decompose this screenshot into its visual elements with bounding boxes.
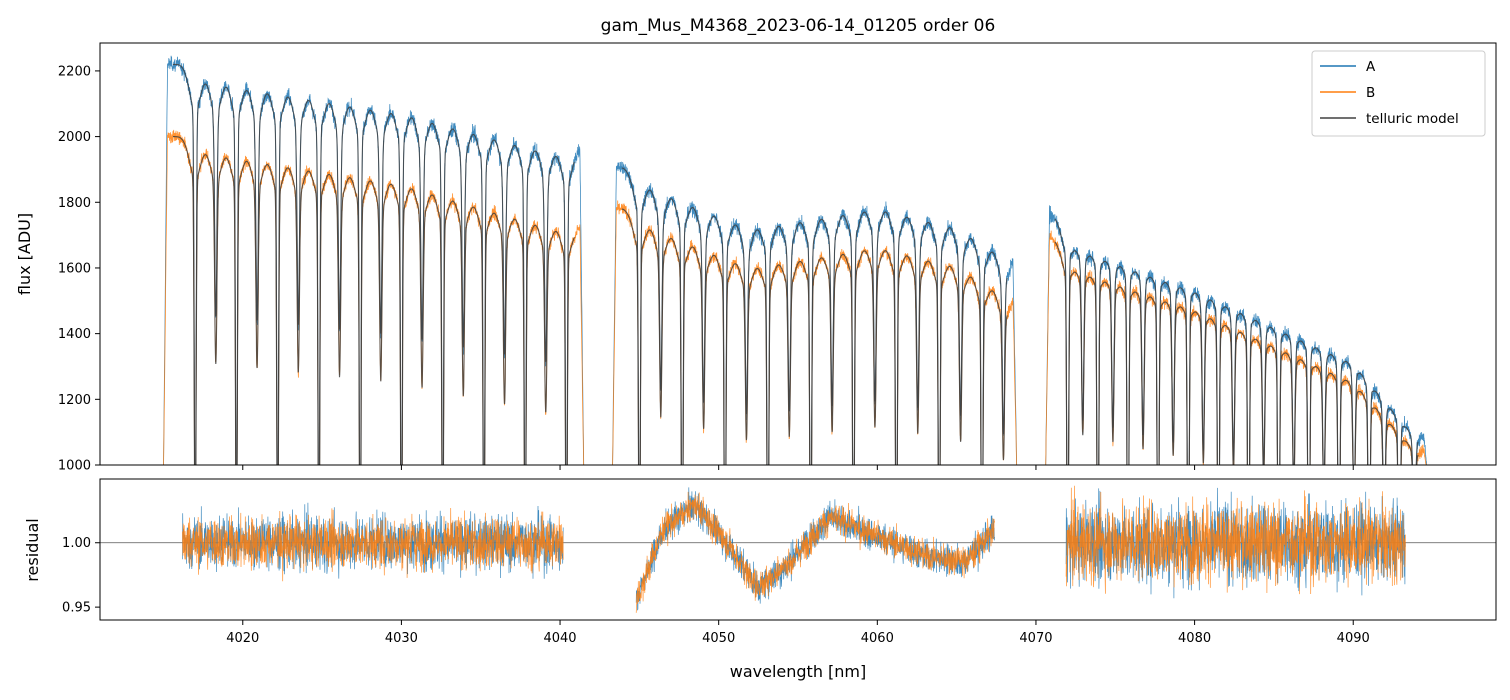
flux-y-tick-label: 2000 <box>58 130 91 145</box>
flux-y-tick-label: 1400 <box>58 327 91 342</box>
flux-y-tick-label: 1200 <box>58 393 91 408</box>
wavelength-tick-label: 4070 <box>1019 631 1052 646</box>
flux-axis-ticks: 1000 1200 1400 1600 1800 2000 2200 <box>58 64 1354 474</box>
wavelength-tick-label: 4030 <box>385 631 418 646</box>
legend-box <box>1311 50 1486 137</box>
residual-axis-ticks: 4020 4030 4040 4050 4060 4070 4080 4090 0.95 1.00 <box>62 536 1370 646</box>
residual-y-tick-label: 0.95 <box>62 601 91 616</box>
wavelength-tick-label: 4050 <box>702 631 735 646</box>
residual-y-tick-label: 1.00 <box>62 536 91 551</box>
telluric-model-a-line <box>621 167 1008 465</box>
wavelength-axis-label: wavelength [nm] <box>730 662 867 681</box>
residual-axes-frame <box>99 478 1497 621</box>
flux-y-tick-label: 1000 <box>58 459 91 474</box>
wavelength-tick-label: 4090 <box>1337 631 1370 646</box>
legend-label-a: A <box>1366 59 1376 75</box>
chart-title: gam_Mus_M4368_2023-06-14_01205 order 06 <box>601 16 996 36</box>
residual-plot-area <box>100 485 1496 613</box>
flux-y-tick-label: 1600 <box>58 261 91 276</box>
legend-label-model: telluric model <box>1366 111 1459 127</box>
wavelength-tick-label: 4060 <box>861 631 894 646</box>
telluric-model-a-line <box>1054 218 1419 465</box>
residual-b-line <box>635 491 995 613</box>
flux-axes-frame <box>99 42 1497 466</box>
residual-axis-label: residual <box>23 518 42 581</box>
telluric-model-b-line <box>1054 241 1419 465</box>
telluric-model-b-line <box>173 136 575 465</box>
legend-label-b: B <box>1366 85 1375 101</box>
residual-b-line <box>1065 485 1406 595</box>
legend: A B telluric model <box>1311 50 1486 137</box>
telluric-model-b-line <box>621 208 1008 465</box>
flux-y-tick-label: 2200 <box>58 64 91 79</box>
wavelength-tick-label: 4080 <box>1178 631 1211 646</box>
residual-b-line <box>182 507 564 582</box>
flux-y-tick-label: 1800 <box>58 196 91 211</box>
telluric-model-a-line <box>173 63 575 465</box>
series-a-line <box>163 55 585 465</box>
flux-axis-label: flux [ADU] <box>15 213 34 295</box>
wavelength-tick-label: 4040 <box>543 631 576 646</box>
flux-plot-area <box>163 55 1428 465</box>
wavelength-tick-label: 4020 <box>226 631 259 646</box>
